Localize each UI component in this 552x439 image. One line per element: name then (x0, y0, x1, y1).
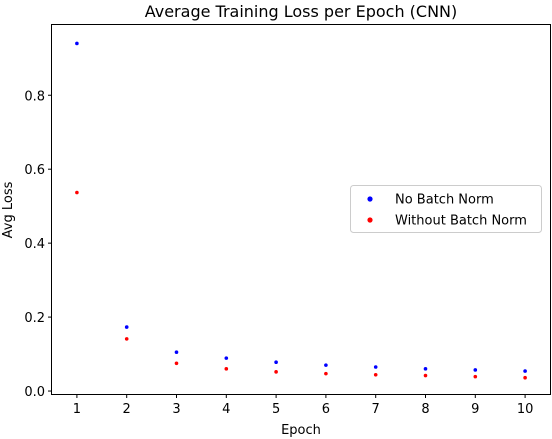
y-tick-label: 0.0 (24, 385, 45, 400)
data-point (224, 367, 229, 371)
legend-label: No Batch Norm (395, 193, 494, 208)
axis-ticks: 1 2 3 4 5 6 7 8 9 10 0.0 0.2 0.4 0.6 0.8 (24, 89, 533, 417)
x-tick-label: 7 (372, 402, 380, 417)
legend-label: Without Batch Norm (395, 214, 527, 229)
x-tick-label: 6 (322, 402, 330, 417)
data-point (523, 375, 527, 380)
data-point (423, 367, 428, 371)
data-point (174, 350, 179, 355)
data-point (473, 374, 478, 379)
data-point (174, 361, 179, 366)
y-axis-label: Avg Loss (1, 181, 16, 238)
x-tick-label: 4 (222, 402, 230, 417)
x-tick-label: 2 (123, 402, 131, 417)
data-point (274, 370, 278, 374)
legend-box (350, 185, 542, 233)
data-point (423, 373, 428, 378)
legend-marker (367, 196, 373, 202)
y-tick-label: 0.4 (24, 237, 45, 252)
data-point (324, 363, 328, 367)
data-point (373, 365, 378, 369)
x-tick-label: 9 (471, 402, 479, 417)
x-tick-label: 1 (73, 402, 81, 417)
legend: No Batch Norm Without Batch Norm (350, 185, 542, 233)
data-point (473, 368, 478, 372)
y-tick-label: 0.8 (24, 89, 45, 104)
x-tick-label: 8 (421, 402, 429, 417)
data-point (124, 337, 129, 341)
series-1 (75, 41, 527, 373)
data-point (124, 325, 129, 329)
x-axis-label: Epoch (281, 423, 321, 438)
data-point (523, 369, 527, 373)
data-point (274, 360, 278, 365)
x-tick-label: 5 (272, 402, 280, 417)
plot-frame (51, 24, 551, 395)
chart-title: Average Training Loss per Epoch (CNN) (145, 2, 458, 21)
legend-marker (367, 217, 373, 223)
data-point (373, 372, 378, 377)
series-2 (75, 190, 527, 380)
x-tick-label: 10 (517, 402, 534, 417)
data-point (75, 190, 79, 195)
y-tick-label: 0.6 (24, 163, 45, 178)
y-tick-label: 0.2 (24, 311, 45, 326)
data-point (75, 41, 79, 46)
data-point (224, 356, 229, 360)
data-point (324, 371, 328, 376)
x-tick-label: 3 (172, 402, 180, 417)
data-points (75, 41, 527, 380)
